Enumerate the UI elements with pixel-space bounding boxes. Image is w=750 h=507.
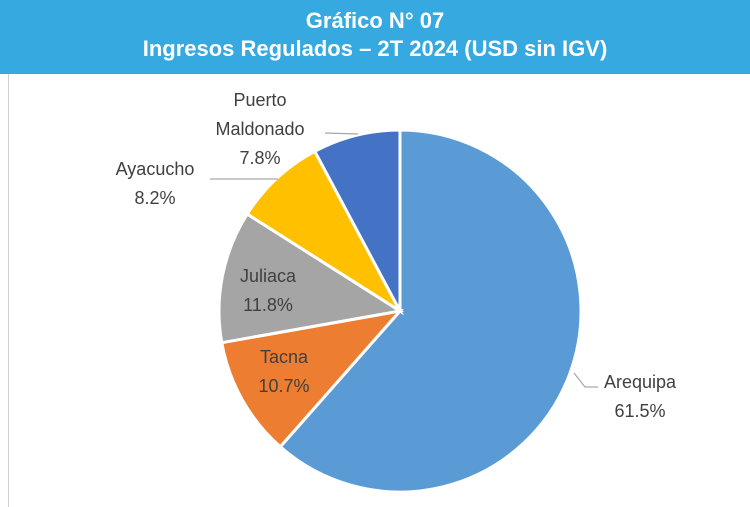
value-label: 7.8% <box>239 148 281 168</box>
value-label: 10.7% <box>258 376 310 396</box>
data-label: Arequipa 61.5% <box>585 368 695 426</box>
pie <box>217 128 583 494</box>
data-label: Puerto Maldonado 7.8% <box>205 86 315 173</box>
chart-title: Gráfico N° 07 <box>305 8 445 33</box>
category-label: Tacna <box>259 347 309 367</box>
pie-slice <box>220 308 404 449</box>
value-label: 8.2% <box>134 188 176 208</box>
leader-line <box>573 372 598 388</box>
chart-subtitle: Ingresos Regulados – 2T 2024 (USD sin IG… <box>142 36 608 61</box>
category-label: Arequipa <box>603 372 677 392</box>
pie-slice <box>245 149 405 316</box>
leader-line <box>324 132 359 135</box>
value-label: 61.5% <box>614 401 666 421</box>
category-label: Juliaca <box>239 266 297 286</box>
leaders <box>210 132 598 388</box>
pie-slice <box>278 128 583 494</box>
data-label: Ayacucho 8.2% <box>100 155 210 213</box>
value-label: 11.8% <box>243 295 293 315</box>
category-label: Ayacucho <box>115 159 195 179</box>
header: Gráfico N° 07 Ingresos Regulados – 2T 20… <box>0 0 750 74</box>
category-label: Puerto Maldonado <box>215 90 305 139</box>
data-label: Juliaca 11.8% <box>223 262 313 320</box>
pie-slice <box>217 211 405 345</box>
pie-slice <box>312 128 402 312</box>
data-label: Tacna 10.7% <box>239 343 329 401</box>
